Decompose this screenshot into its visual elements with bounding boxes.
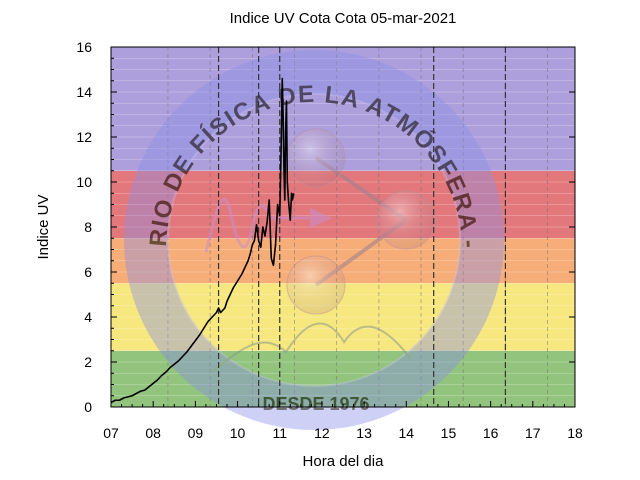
- y-tick-label: 0: [84, 399, 92, 415]
- x-tick-label: 10: [230, 425, 246, 441]
- risk-band-0: [111, 350, 575, 407]
- y-tick-label: 12: [76, 129, 92, 145]
- dashed-hour-lines: [217, 47, 506, 407]
- y-tick-label: 16: [76, 39, 92, 55]
- x-tick-label: 09: [188, 425, 204, 441]
- y-tick-label: 2: [84, 354, 92, 370]
- x-tick-label: 08: [145, 425, 161, 441]
- y-tick-label: 6: [84, 264, 92, 280]
- x-tick-label: 07: [103, 425, 119, 441]
- x-tick-label: 14: [398, 425, 414, 441]
- x-tick-label: 11: [272, 425, 287, 441]
- x-tick-label: 16: [483, 425, 499, 441]
- x-tick-label: 13: [356, 425, 372, 441]
- y-axis-ticks: 0 2 4 6 8 10 12 14 16: [76, 39, 575, 415]
- x-tick-label: 15: [441, 425, 457, 441]
- y-tick-label: 14: [76, 84, 92, 100]
- x-tick-label: 18: [567, 425, 583, 441]
- y-tick-label: 4: [84, 309, 92, 325]
- series-line-0: [110, 77, 295, 404]
- x-axis-ticks: 07 08 09 10 11 12 13 14 15 16 17 18: [103, 401, 583, 441]
- y-axis-label: Indice UV: [35, 194, 52, 259]
- x-axis-label: Hora del dia: [303, 453, 385, 470]
- chart-title: Indice UV Cota Cota 05-mar-2021: [230, 10, 457, 27]
- uv-series: [110, 77, 295, 404]
- y-tick-label: 8: [84, 219, 92, 235]
- watermark-bottom-text: DESDE 1976: [262, 394, 369, 414]
- risk-band-3: [111, 170, 575, 239]
- x-tick-label: 12: [314, 425, 330, 441]
- y-tick-label: 10: [76, 174, 92, 190]
- x-tick-label: 17: [525, 425, 541, 441]
